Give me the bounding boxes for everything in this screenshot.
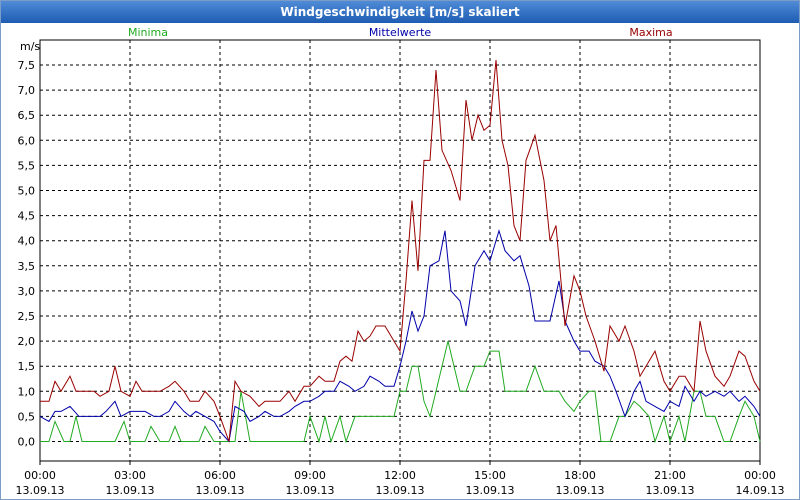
x-tick-date: 13.09.13 bbox=[286, 484, 335, 497]
series-line-maxima bbox=[40, 59, 761, 442]
y-tick-label: 0,5 bbox=[18, 410, 36, 423]
y-tick-label: 2,5 bbox=[18, 310, 36, 323]
y-tick-label: 0,0 bbox=[18, 436, 36, 449]
y-tick-label: 4,0 bbox=[18, 235, 36, 248]
y-tick-label: 5,0 bbox=[18, 185, 36, 198]
x-tick-time: 00:00 bbox=[744, 469, 776, 482]
y-tick-label: 7,5 bbox=[18, 59, 36, 72]
series-group bbox=[39, 59, 761, 444]
y-tick-label: 1,0 bbox=[18, 385, 36, 398]
y-tick-label: 7,0 bbox=[18, 84, 36, 97]
x-tick-time: 06:00 bbox=[204, 469, 236, 482]
x-tick-time: 15:00 bbox=[474, 469, 506, 482]
x-tick-date: 14.09.13 bbox=[736, 484, 785, 497]
y-tick-label: 3,0 bbox=[18, 285, 36, 298]
x-tick-date: 13.09.13 bbox=[106, 484, 155, 497]
y-axis-label: m/s bbox=[20, 40, 40, 53]
y-tick-label: 6,5 bbox=[18, 109, 36, 122]
x-tick-date: 13.09.13 bbox=[556, 484, 605, 497]
x-tick-date: 13.09.13 bbox=[466, 484, 515, 497]
x-tick-time: 12:00 bbox=[384, 469, 416, 482]
chart-title: Windgeschwindigkeit [m/s] skaliert bbox=[1, 1, 799, 23]
x-tick-date: 13.09.13 bbox=[646, 484, 695, 497]
legend-mittelwerte: Mittelwerte bbox=[369, 26, 432, 39]
y-tick-label: 4,5 bbox=[18, 210, 36, 223]
legend-minima: Minima bbox=[128, 26, 168, 39]
legend-maxima: Maxima bbox=[629, 26, 672, 39]
y-tick-label: 1,5 bbox=[18, 360, 36, 373]
y-tick-label: 5,5 bbox=[18, 159, 36, 172]
x-tick-date: 13.09.13 bbox=[16, 484, 65, 497]
x-tick-time: 18:00 bbox=[564, 469, 596, 482]
ticks: 0,0 0,5 1,0 1,5 2,0 2,5 3,0 3,5 4,0 4,5 5,0 5,5 6,0 6… bbox=[16, 59, 785, 497]
x-tick-date: 13.09.13 bbox=[376, 484, 425, 497]
x-tick-time: 03:00 bbox=[114, 469, 146, 482]
x-tick-date: 13.09.13 bbox=[196, 484, 245, 497]
series-line-minima bbox=[40, 340, 761, 444]
y-tick-label: 2,0 bbox=[18, 335, 36, 348]
y-tick-label: 3,5 bbox=[18, 260, 36, 273]
y-tick-label: 6,0 bbox=[18, 134, 36, 147]
x-tick-time: 09:00 bbox=[294, 469, 326, 482]
x-tick-time: 00:00 bbox=[24, 469, 56, 482]
series-line-mittelwerte bbox=[39, 228, 761, 443]
x-tick-time: 21:00 bbox=[654, 469, 686, 482]
